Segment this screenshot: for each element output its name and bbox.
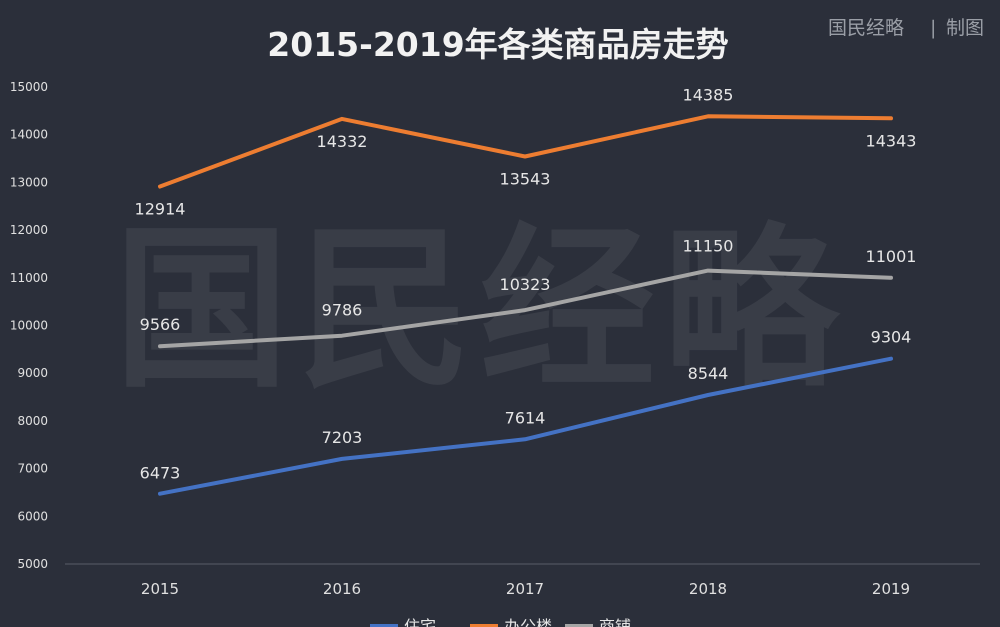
- x-tick-label: 2017: [506, 580, 544, 598]
- data-label: 7203: [322, 428, 363, 447]
- y-tick-label: 13000: [10, 175, 48, 189]
- x-tick-label: 2018: [689, 580, 727, 598]
- y-tick-label: 5000: [17, 557, 48, 571]
- chart-title: 2015-2019年各类商品房走势: [267, 25, 728, 64]
- data-label: 9304: [871, 328, 912, 347]
- y-axis: 5000 6000 7000 8000 9000 10000 11000 12000 13000…: [10, 80, 48, 571]
- legend-label: 住宅: [404, 617, 436, 627]
- x-tick-label: 2015: [141, 580, 179, 598]
- data-label: 11150: [683, 237, 734, 256]
- legend-label: 办公楼: [504, 617, 552, 627]
- y-tick-label: 9000: [17, 366, 48, 380]
- series-line: [158, 268, 893, 349]
- legend-label: 商铺: [599, 617, 631, 627]
- credit-action: 制图: [946, 17, 984, 39]
- data-label: 6473: [140, 464, 181, 483]
- legend: 住宅 办公楼 商铺: [370, 617, 631, 627]
- watermark-text: 国民经略: [114, 207, 846, 412]
- data-label: 13543: [500, 169, 551, 188]
- y-tick-label: 12000: [10, 223, 48, 237]
- data-labels: 6473 7203 7614 8544 9304 12914 14332 13543 14385…: [135, 85, 917, 482]
- data-label: 12914: [135, 200, 186, 219]
- y-tick-label: 6000: [17, 509, 48, 523]
- data-label: 14332: [317, 132, 368, 151]
- data-label: 14343: [866, 131, 917, 150]
- y-tick-label: 7000: [17, 462, 48, 476]
- y-tick-label: 15000: [10, 80, 48, 94]
- y-tick-label: 10000: [10, 319, 48, 333]
- credit: 国民经略 | 制图: [828, 17, 984, 39]
- credit-brand: 国民经略: [828, 17, 904, 39]
- x-axis: 2015 2016 2017 2018 2019: [141, 580, 910, 598]
- series-lines: [158, 114, 893, 496]
- data-label: 9786: [322, 301, 363, 320]
- series-line: [158, 356, 893, 496]
- x-tick-label: 2019: [872, 580, 910, 598]
- y-tick-label: 11000: [10, 271, 48, 285]
- data-label: 10323: [500, 275, 551, 294]
- y-tick-label: 14000: [10, 128, 48, 142]
- data-label: 8544: [688, 364, 729, 383]
- series-line: [158, 114, 893, 189]
- data-label: 7614: [505, 408, 546, 427]
- data-label: 11001: [866, 247, 917, 266]
- y-tick-label: 8000: [17, 414, 48, 428]
- data-label: 14385: [683, 85, 734, 104]
- credit-separator: |: [930, 17, 936, 39]
- x-tick-label: 2016: [323, 580, 361, 598]
- data-label: 9566: [140, 315, 181, 334]
